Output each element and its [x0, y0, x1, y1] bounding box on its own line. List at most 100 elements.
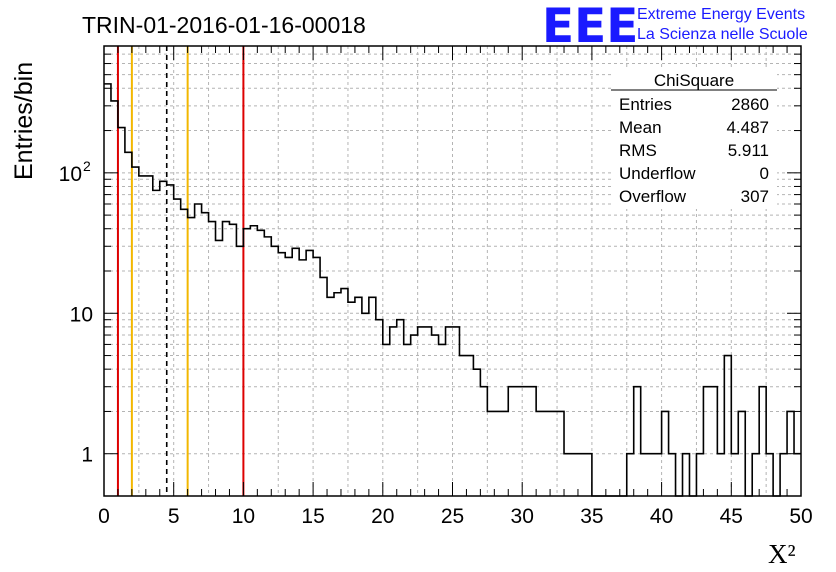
eee-logo: EEE Extreme Energy Events La Scienza nel… — [542, 0, 808, 54]
histogram-bin — [355, 297, 362, 496]
histogram-bin — [731, 454, 738, 496]
stats-row-value: 0 — [760, 164, 769, 183]
histogram-bin — [536, 411, 543, 496]
histogram-bin — [710, 387, 717, 496]
stats-row-label: Underflow — [619, 164, 696, 183]
histogram-bin — [466, 356, 473, 496]
histogram-bin — [683, 454, 690, 496]
histogram-bin — [160, 181, 167, 496]
stats-row-label: Overflow — [619, 187, 687, 206]
histogram-bin — [348, 302, 355, 496]
x-tick-label: 30 — [511, 505, 534, 528]
histogram-bin — [529, 387, 536, 496]
histogram-bin — [278, 253, 285, 496]
histogram-bin — [557, 411, 564, 496]
histogram-bin — [292, 248, 299, 496]
histogram-bin — [696, 454, 703, 496]
eee-logo-line2: La Scienza nelle Scuole — [637, 26, 808, 43]
stats-box: ChiSquare Entries 2860 Mean 4.487 RMS 5.911 Un… — [611, 69, 777, 209]
stats-row-value: 2860 — [731, 95, 769, 114]
histogram-bin — [766, 454, 773, 496]
y-tick-label: 10 — [70, 303, 93, 326]
x-tick-label: 50 — [789, 505, 812, 528]
y-axis-title: Entries/bin — [10, 62, 38, 180]
histogram-bin — [648, 454, 655, 496]
histogram-bin — [550, 411, 557, 496]
histogram-bin — [425, 327, 432, 496]
histogram-bin — [320, 277, 327, 496]
histogram-bin — [139, 176, 146, 496]
histogram-bin — [146, 176, 153, 496]
histogram-bin — [236, 246, 243, 496]
y-tick-label-exponent: 2 — [83, 158, 91, 174]
histogram-bin — [271, 246, 278, 496]
histogram-bin — [578, 454, 585, 496]
histogram-bin — [285, 257, 292, 496]
histogram-bin — [508, 387, 515, 496]
histogram-bin — [494, 411, 501, 496]
x-tick-label: 0 — [98, 505, 110, 528]
histogram-bin — [627, 454, 634, 496]
histogram-bin — [794, 454, 801, 496]
stats-box-background — [611, 69, 777, 209]
x-tick-label: 5 — [168, 505, 180, 528]
histogram-bin — [229, 224, 236, 496]
histogram-bin — [655, 454, 662, 496]
eee-logo-text: EEE — [542, 0, 638, 54]
histogram-bin — [334, 293, 341, 496]
histogram-bin — [522, 387, 529, 496]
histogram-bin — [571, 454, 578, 496]
histogram-bin — [543, 411, 550, 496]
histogram-bin — [738, 411, 745, 496]
stats-box-title: ChiSquare — [654, 71, 734, 90]
histogram-bin — [703, 387, 710, 496]
x-tick-label: 10 — [232, 505, 255, 528]
stats-row-label: RMS — [619, 141, 657, 160]
histogram-bin — [724, 356, 731, 496]
histogram-bin — [453, 327, 460, 496]
histogram-bin — [418, 327, 425, 496]
y-tick-label: 10 — [59, 163, 82, 186]
histogram-bin — [104, 84, 111, 496]
stats-row-label: Entries — [619, 95, 672, 114]
histogram-bin — [634, 387, 641, 496]
histogram-bin — [585, 454, 592, 496]
histogram-bin — [216, 240, 223, 496]
x-tick-label: 45 — [720, 505, 743, 528]
histogram-bin — [341, 289, 348, 496]
histogram-bin — [439, 344, 446, 496]
histogram-bin — [111, 101, 118, 496]
histogram-bin — [313, 257, 320, 496]
histogram-bin — [759, 387, 766, 496]
histogram-bin — [501, 411, 508, 496]
histogram-bin — [306, 250, 313, 496]
histogram-bin — [167, 185, 174, 496]
x-tick-label: 40 — [650, 505, 673, 528]
x-tick-label: 20 — [371, 505, 394, 528]
histogram-bin — [327, 297, 334, 496]
histogram-bin — [390, 327, 397, 496]
histogram-bin — [641, 454, 648, 496]
chart-title: TRIN-01-2016-01-16-00018 — [82, 12, 366, 38]
stats-row-value: 5.911 — [728, 141, 769, 160]
histogram-bin — [209, 222, 216, 496]
histogram-bin — [369, 297, 376, 496]
histogram-bin — [411, 335, 418, 496]
stats-row-label: Mean — [619, 118, 662, 137]
histogram-bin — [222, 222, 229, 496]
x-axis-title: X² — [768, 539, 796, 569]
histogram-bin — [153, 190, 160, 496]
histogram-bin — [432, 335, 439, 496]
histogram-bin — [299, 260, 306, 496]
axis-ticks — [103, 45, 802, 496]
histogram-bin — [480, 387, 487, 496]
histogram-bin — [717, 454, 724, 496]
histogram-bin — [250, 226, 257, 496]
histogram-bin — [181, 209, 188, 496]
histogram-bin — [202, 213, 209, 496]
histogram-bin — [662, 411, 669, 496]
histogram-bin — [515, 387, 522, 496]
histogram-bin — [243, 229, 250, 496]
